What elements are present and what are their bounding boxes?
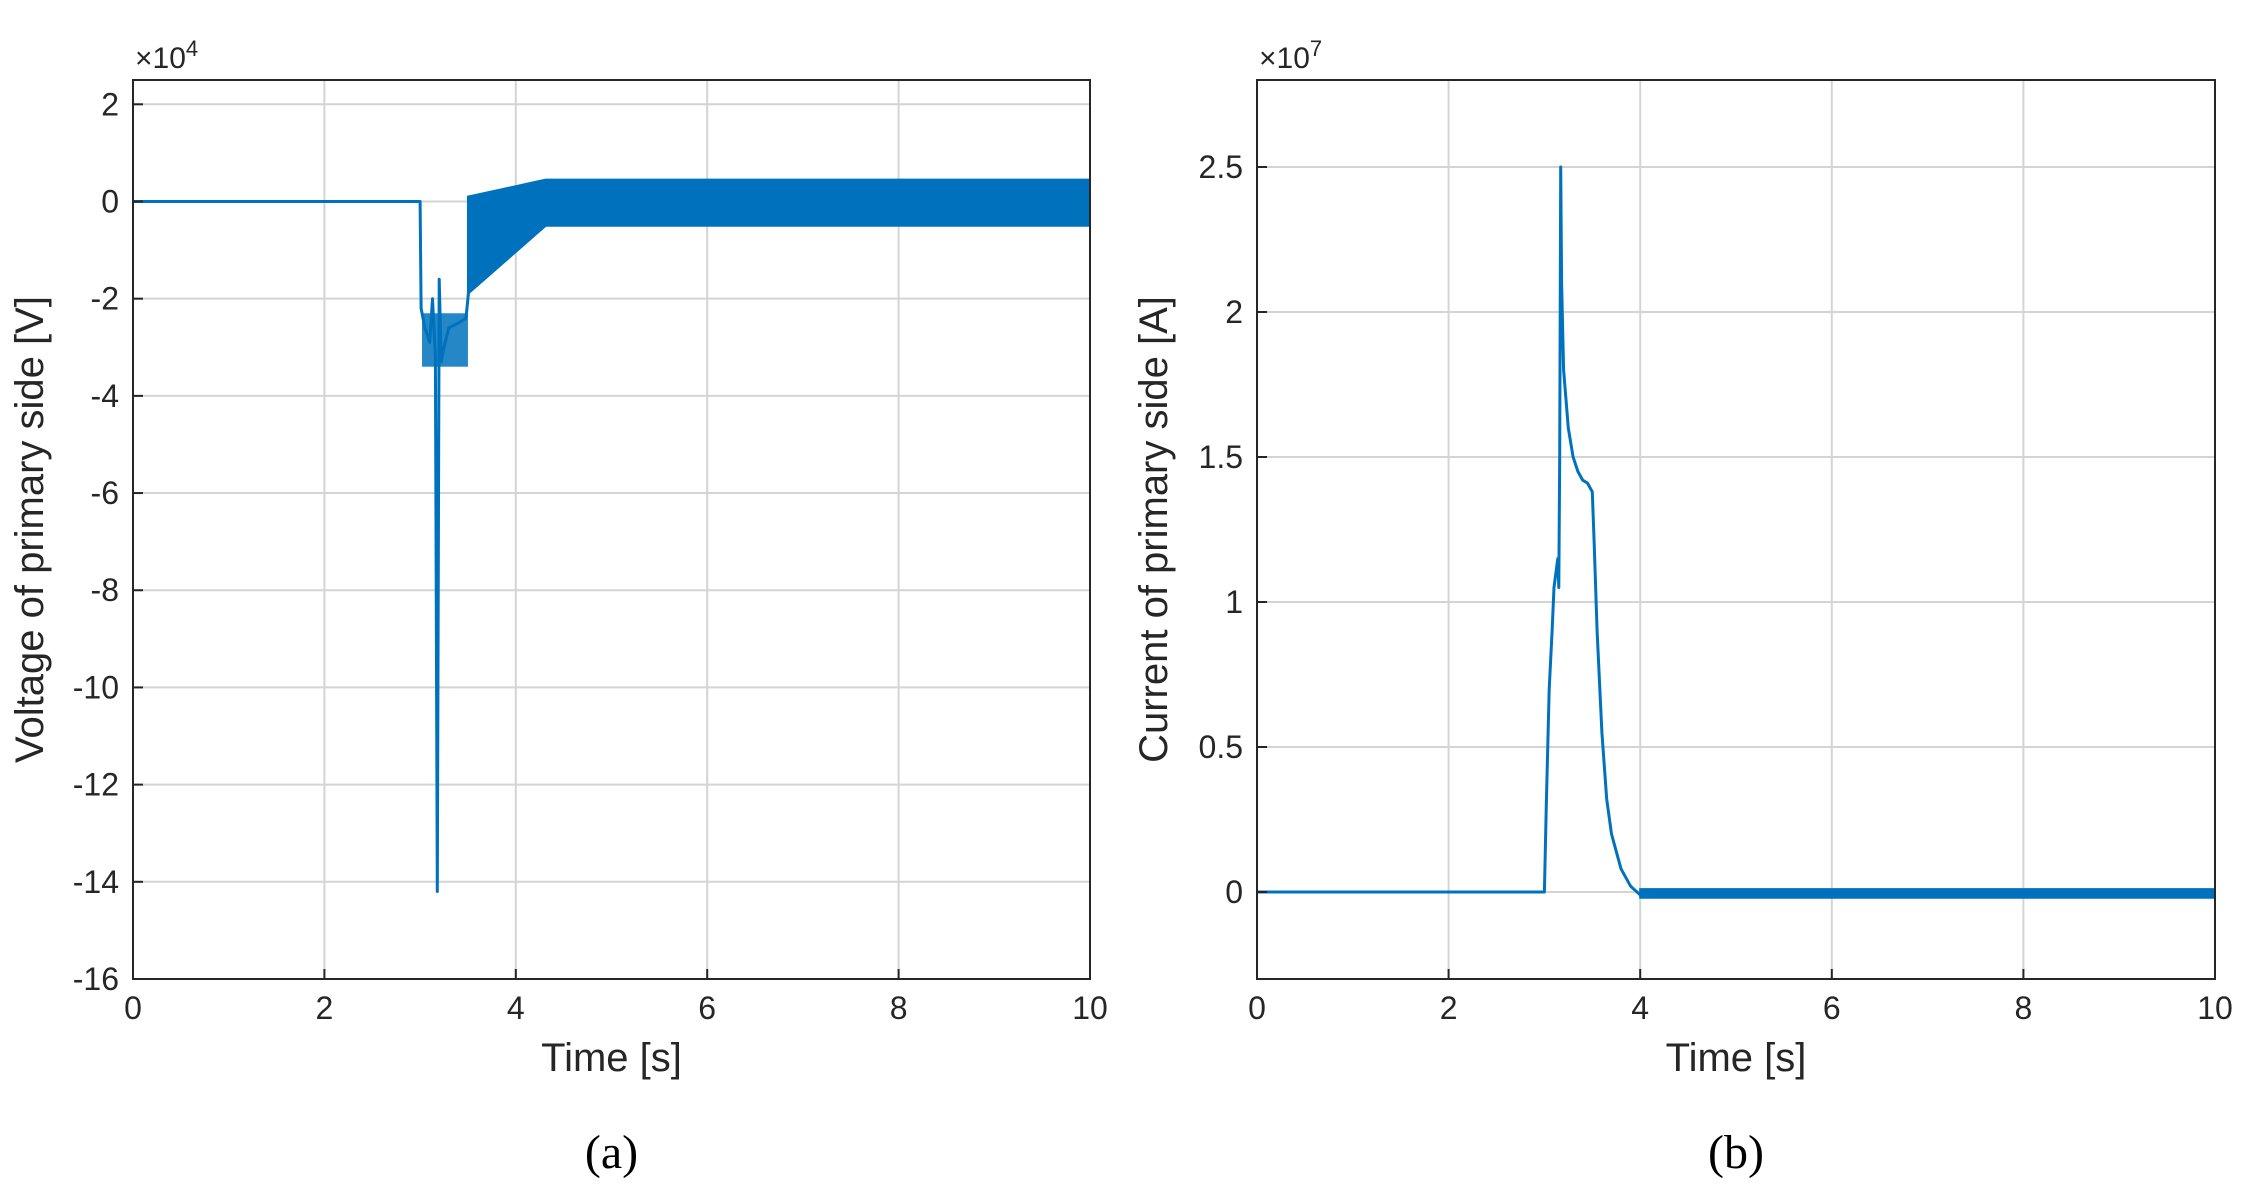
y-tick-labels: 2 0 -2 -4 -6 -8 -10 -12 -14 -16 bbox=[73, 86, 143, 997]
x-tick-labels: 0 2 4 6 8 10 bbox=[1248, 969, 2233, 1026]
chart-panel-voltage: 0 2 4 6 8 10 2 0 -2 -4 -6 -8 -10 -12 -14 -16 ×104 Time… bbox=[8, 36, 1108, 1179]
x-tick-label: 6 bbox=[698, 990, 716, 1026]
plot-area bbox=[133, 80, 1090, 979]
y-tick-label: 2.5 bbox=[1199, 149, 1243, 185]
axes-frame bbox=[1256, 79, 2216, 980]
y-exponent-label: ×104 bbox=[135, 36, 198, 75]
y-axis-label: Voltage of primary side [V] bbox=[8, 296, 52, 763]
chart-panel-current: 0 2 4 6 8 10 2.5 2 1.5 1 0.5 0 ×107 Time [s] Curre… bbox=[1132, 36, 2233, 1179]
y-tick-label: -4 bbox=[91, 378, 119, 414]
y-tick-label: 1.5 bbox=[1199, 439, 1243, 475]
y-tick-label: 2 bbox=[101, 86, 119, 122]
y-tick-label: 2 bbox=[1225, 294, 1243, 330]
series-line bbox=[133, 190, 1090, 893]
y-tick-label: -16 bbox=[73, 961, 119, 997]
y-tick-label: -14 bbox=[73, 864, 119, 900]
x-axis-label: Time [s] bbox=[541, 1036, 682, 1080]
x-tick-label: 10 bbox=[1072, 990, 1108, 1026]
x-tick-label: 8 bbox=[2015, 990, 2033, 1026]
x-tick-label: 4 bbox=[1631, 990, 1649, 1026]
y-tick-labels: 2.5 2 1.5 1 0.5 0 bbox=[1199, 149, 1267, 910]
y-tick-label: -8 bbox=[91, 572, 119, 608]
x-tick-label: 2 bbox=[1440, 990, 1458, 1026]
y-tick-label: -12 bbox=[73, 767, 119, 803]
axes-frame bbox=[132, 79, 1091, 980]
x-tick-label: 10 bbox=[2197, 990, 2233, 1026]
y-tick-label: 1 bbox=[1225, 584, 1243, 620]
y-tick-label: -10 bbox=[73, 669, 119, 705]
y-tick-label: -2 bbox=[91, 281, 119, 317]
y-exponent-label: ×107 bbox=[1259, 36, 1322, 75]
y-axis-label: Current of primary side [A] bbox=[1132, 296, 1176, 763]
panel-caption: (a) bbox=[585, 1126, 638, 1179]
panel-caption: (b) bbox=[1708, 1126, 1764, 1179]
x-axis-label: Time [s] bbox=[1666, 1036, 1807, 1080]
y-tick-label: 0 bbox=[1225, 874, 1243, 910]
y-tick-label: 0 bbox=[101, 183, 119, 219]
series-line bbox=[1257, 165, 2215, 897]
plot-area bbox=[1257, 80, 2215, 979]
x-tick-label: 6 bbox=[1823, 990, 1841, 1026]
x-tick-labels: 0 2 4 6 8 10 bbox=[124, 969, 1108, 1026]
x-tick-label: 2 bbox=[316, 990, 334, 1026]
y-tick-label: -6 bbox=[91, 475, 119, 511]
y-tick-label: 0.5 bbox=[1199, 729, 1243, 765]
x-tick-label: 8 bbox=[890, 990, 908, 1026]
x-tick-label: 0 bbox=[124, 990, 142, 1026]
x-tick-label: 4 bbox=[507, 990, 525, 1026]
x-tick-label: 0 bbox=[1248, 990, 1266, 1026]
